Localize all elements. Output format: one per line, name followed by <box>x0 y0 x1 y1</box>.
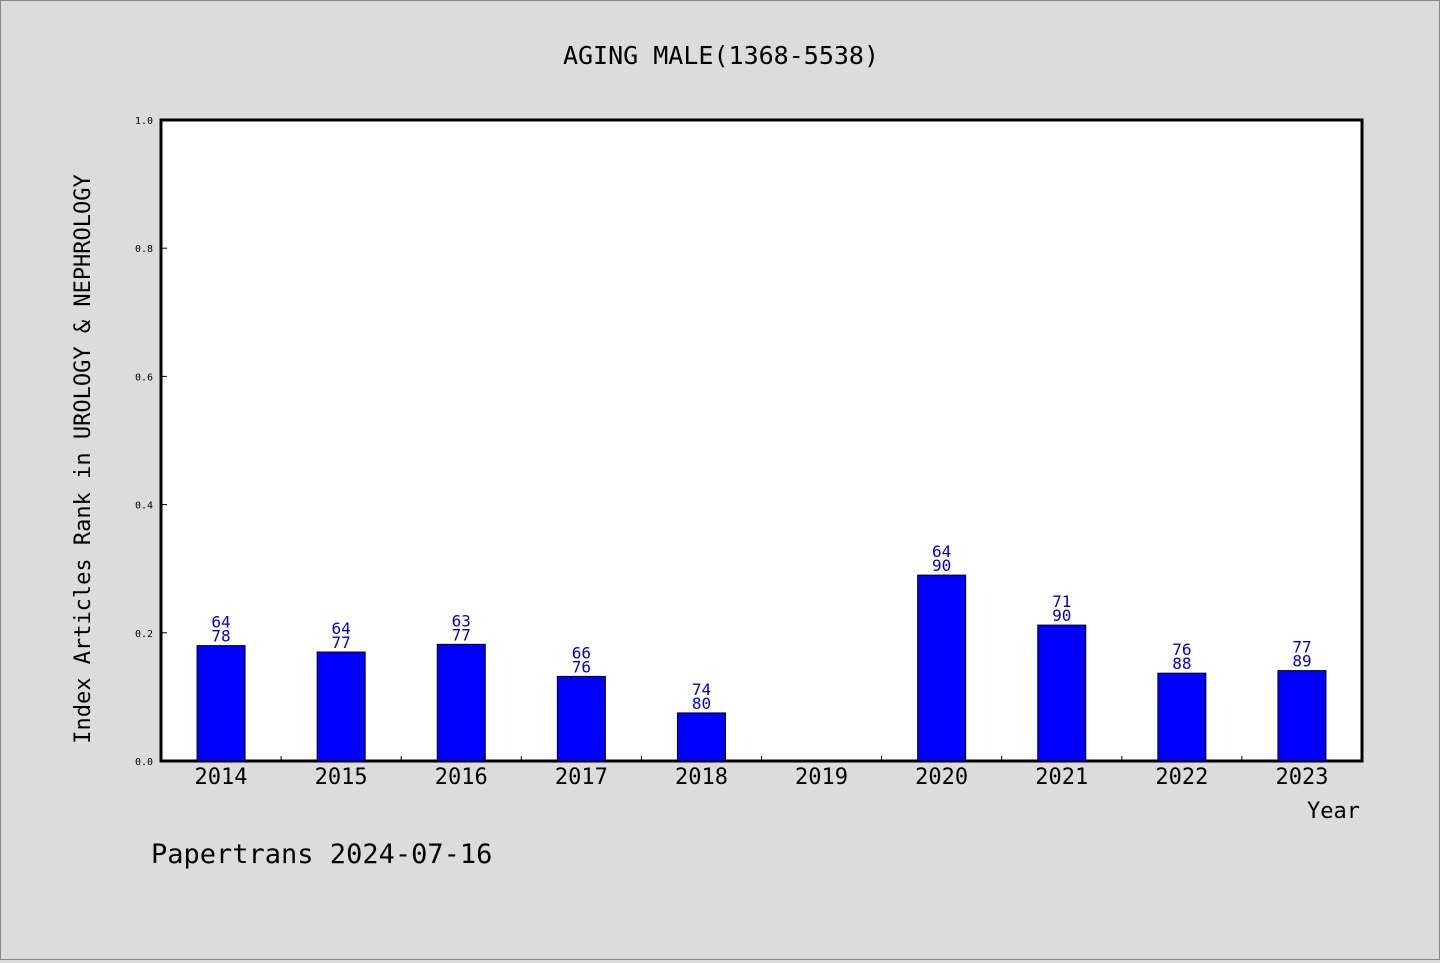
data-label-top-2022: 76 <box>1172 640 1191 659</box>
footer-credit: Papertrans 2024-07-16 <box>151 839 492 870</box>
bar-2017 <box>556 675 606 762</box>
bar-2016 <box>436 643 486 762</box>
x-tick-label-2017: 2017 <box>555 765 608 790</box>
bar-2022 <box>1157 672 1207 762</box>
x-tick-label-2020: 2020 <box>915 765 968 790</box>
x-tick-label-2016: 2016 <box>435 765 488 790</box>
data-label-top-2014: 64 <box>211 613 230 632</box>
data-label-bottom-2016: 77 <box>452 625 471 644</box>
x-tick-label-2021: 2021 <box>1035 765 1088 790</box>
y-tick-label-0.2: 0.2 <box>135 629 153 640</box>
data-label-top-2021: 71 <box>1052 592 1071 611</box>
y-tick-label-0.0: 0.0 <box>135 757 153 768</box>
y-tick-label-0.6: 0.6 <box>135 372 153 383</box>
data-label-bottom-2023: 89 <box>1292 652 1311 671</box>
data-label-bottom-2020: 90 <box>932 556 951 575</box>
data-label-bottom-2022: 88 <box>1172 654 1191 673</box>
bar-2014 <box>196 645 246 762</box>
data-label-top-2023: 77 <box>1292 638 1311 657</box>
data-label-top-2017: 66 <box>572 643 591 662</box>
bar-2023 <box>1277 670 1327 762</box>
bar-2020 <box>917 574 967 762</box>
x-tick-label-2023: 2023 <box>1275 765 1328 790</box>
y-tick-label-0.8: 0.8 <box>135 244 153 255</box>
y-ticks-layer: 0.0 0.2 0.4 0.6 0.8 1.0 <box>135 116 167 768</box>
data-label-bottom-2014: 78 <box>211 627 230 646</box>
y-tick-label-1.0: 1.0 <box>135 116 153 127</box>
x-tick-label-2019: 2019 <box>795 765 848 790</box>
x-tick-label-2018: 2018 <box>675 765 728 790</box>
y-tick-label-0.4: 0.4 <box>135 501 153 512</box>
data-label-bottom-2017: 76 <box>572 657 591 676</box>
x-tick-label-2015: 2015 <box>315 765 368 790</box>
x-ticks-layer: 2014 2015 2016 2017 2018 2019 2020 2021 2022 2023 <box>195 756 1328 790</box>
data-label-bottom-2018: 80 <box>692 694 711 713</box>
data-label-top-2018: 74 <box>692 680 711 699</box>
bar-2015 <box>316 651 366 762</box>
x-tick-label-2014: 2014 <box>195 765 248 790</box>
data-label-bottom-2015: 77 <box>332 633 351 652</box>
data-label-top-2015: 64 <box>332 619 351 638</box>
y-axis-label: Index Articles Rank in UROLOGY & NEPHROL… <box>71 174 96 744</box>
x-tick-label-2022: 2022 <box>1155 765 1208 790</box>
data-label-top-2020: 64 <box>932 542 951 561</box>
data-label-top-2016: 63 <box>452 611 471 630</box>
data-label-bottom-2021: 90 <box>1052 606 1071 625</box>
chart-title: AGING MALE(1368-5538) <box>563 41 879 70</box>
bar-2018 <box>676 712 726 762</box>
bar-2021 <box>1037 624 1087 762</box>
x-axis-label: Year <box>1307 799 1360 824</box>
